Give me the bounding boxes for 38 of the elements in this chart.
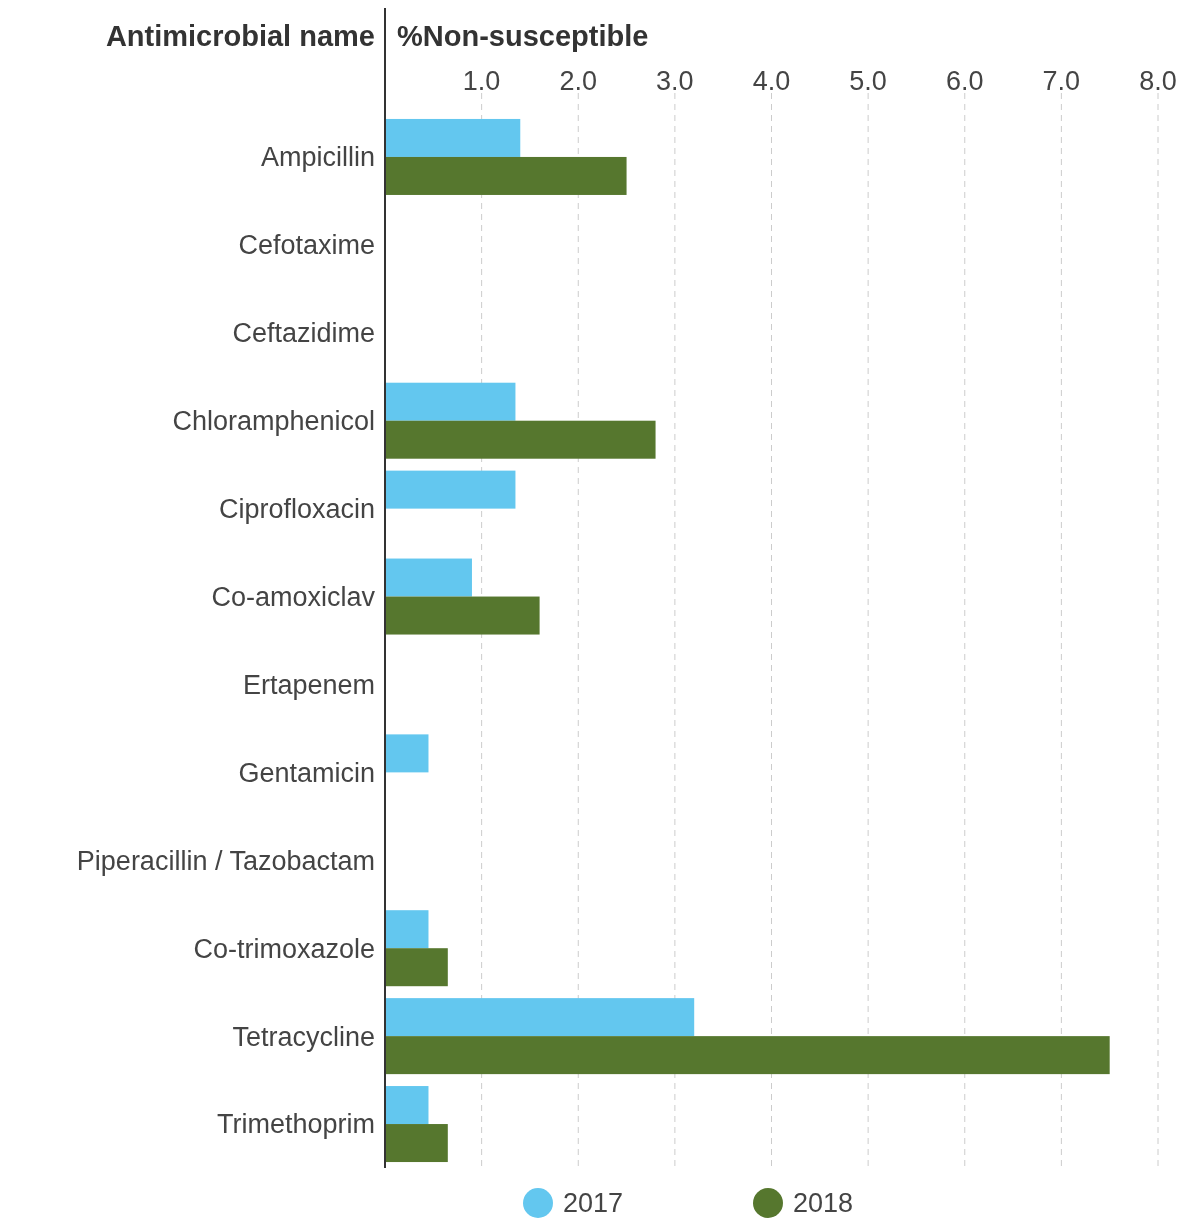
bar (385, 1124, 448, 1163)
legend-label: 2017 (563, 1188, 624, 1219)
x-tick-label: 2.0 (559, 66, 598, 96)
bar (385, 734, 429, 773)
y-tick-label: Chloramphenicol (172, 406, 375, 437)
bar (385, 1086, 429, 1125)
x-axis-title: %Non-susceptible (397, 20, 649, 52)
bar (385, 596, 540, 635)
bar (385, 470, 516, 509)
y-axis-title: Antimicrobial name (105, 20, 375, 52)
legend-label: 2018 (793, 1188, 854, 1219)
y-tick-label: Ampicillin (260, 142, 375, 173)
x-tick-label: 6.0 (945, 66, 984, 96)
y-tick-label: Gentamicin (238, 757, 375, 788)
y-tick-label: Ceftazidime (232, 318, 375, 349)
y-tick-label: Trimethoprim (216, 1109, 375, 1140)
y-tick-label: Co-trimoxazole (193, 933, 375, 964)
bar (385, 118, 521, 157)
y-tick-label: Piperacillin / Tazobactam (76, 845, 375, 876)
x-tick-label: 8.0 (1139, 66, 1177, 96)
bar (385, 1036, 1110, 1075)
bar (385, 948, 448, 987)
x-tick-label: 3.0 (656, 66, 694, 96)
bar (385, 998, 695, 1037)
y-tick-label: Cefotaxime (238, 230, 375, 261)
y-tick-label: Tetracycline (232, 1021, 375, 1052)
bar (385, 382, 516, 421)
x-tick-label: 7.0 (1042, 66, 1081, 96)
y-tick-label: Co-amoxiclav (211, 581, 376, 612)
x-tick-label: 5.0 (849, 66, 887, 96)
x-tick-label: 1.0 (462, 66, 501, 96)
bar (385, 420, 656, 459)
y-tick-label: Ciprofloxacin (218, 494, 375, 525)
x-tick-label: 4.0 (752, 66, 791, 96)
y-tick-label: Ertapenem (242, 669, 375, 700)
bar (385, 558, 472, 597)
bar (385, 156, 627, 195)
bar (385, 910, 429, 949)
